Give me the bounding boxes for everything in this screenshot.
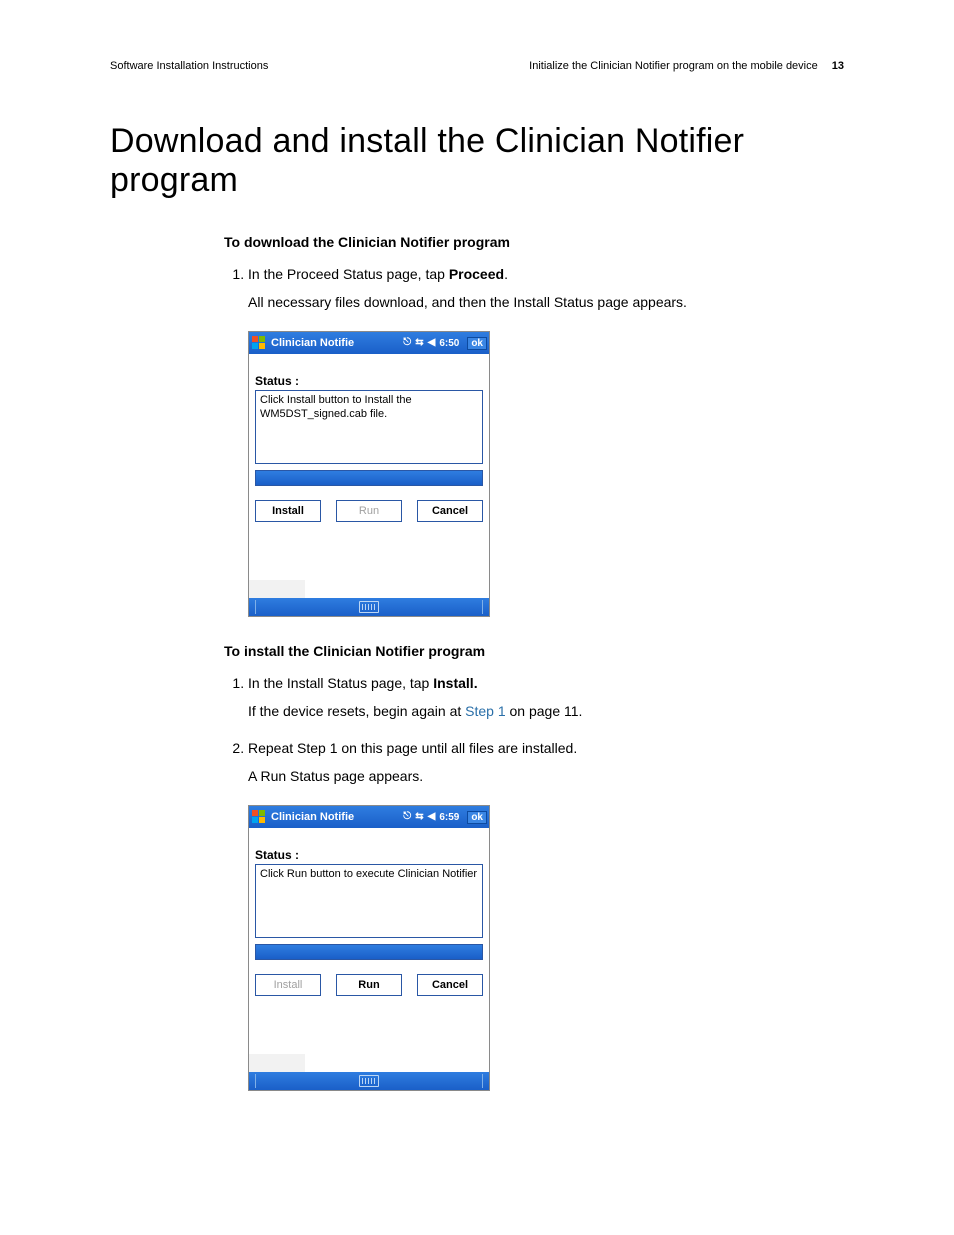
- section2-heading: To install the Clinician Notifier progra…: [224, 643, 844, 659]
- device1-softbar: [249, 598, 489, 616]
- section1-step1-body: All necessary files download, and then t…: [248, 292, 844, 313]
- device1-ok-button[interactable]: ok: [467, 337, 487, 350]
- keyboard-icon[interactable]: [359, 1075, 379, 1087]
- section1-step1: In the Proceed Status page, tap Proceed.…: [248, 266, 844, 313]
- device-screenshot-run: Clinician Notifie ⎋ ⇆ ◀ 6:59 ok Status :…: [248, 805, 490, 1091]
- signal-icon: ⎋: [403, 338, 411, 348]
- device2-stub: [249, 1054, 305, 1072]
- device1-install-button[interactable]: Install: [255, 500, 321, 522]
- device1-cancel-button[interactable]: Cancel: [417, 500, 483, 522]
- device2-status-text: Click Run button to execute Clinician No…: [255, 864, 483, 938]
- device2-title: Clinician Notifie: [271, 811, 354, 823]
- sync-icon: ⇆: [415, 812, 423, 822]
- device1-run-button: Run: [336, 500, 402, 522]
- device1-titlebar: Clinician Notifie ⎋ ⇆ ◀ 6:50 ok: [249, 332, 489, 354]
- header-left: Software Installation Instructions: [110, 60, 268, 72]
- device2-run-button[interactable]: Run: [336, 974, 402, 996]
- device1-stub: [249, 580, 305, 598]
- sync-icon: ⇆: [415, 338, 423, 348]
- device2-softbar: [249, 1072, 489, 1090]
- device1-progress-bar: [255, 470, 483, 486]
- step1-link[interactable]: Step 1: [465, 703, 505, 719]
- device2-ok-button[interactable]: ok: [467, 811, 487, 824]
- device2-install-button: Install: [255, 974, 321, 996]
- device2-time: 6:59: [439, 812, 459, 823]
- device2-progress-bar: [255, 944, 483, 960]
- page-title: Download and install the Clinician Notif…: [110, 122, 844, 200]
- header-right: Initialize the Clinician Notifier progra…: [529, 60, 818, 72]
- device1-status-text: Click Install button to Install the WM5D…: [255, 390, 483, 464]
- windows-start-icon[interactable]: [251, 809, 267, 825]
- section2-step1: In the Install Status page, tap Install.…: [248, 675, 844, 722]
- signal-icon: ⎋: [403, 812, 411, 822]
- keyboard-icon[interactable]: [359, 601, 379, 613]
- device2-titlebar: Clinician Notifie ⎋ ⇆ ◀ 6:59 ok: [249, 806, 489, 828]
- section2-step2: Repeat Step 1 on this page until all fil…: [248, 740, 844, 787]
- windows-start-icon[interactable]: [251, 335, 267, 351]
- section1-heading: To download the Clinician Notifier progr…: [224, 234, 844, 250]
- device1-title: Clinician Notifie: [271, 337, 354, 349]
- volume-icon: ◀: [428, 338, 436, 348]
- page-number: 13: [832, 60, 844, 72]
- device1-time: 6:50: [439, 338, 459, 349]
- device2-cancel-button[interactable]: Cancel: [417, 974, 483, 996]
- device2-status-label: Status :: [255, 848, 483, 862]
- page-header: Software Installation Instructions Initi…: [110, 60, 844, 72]
- device-screenshot-install: Clinician Notifie ⎋ ⇆ ◀ 6:50 ok Status :…: [248, 331, 490, 617]
- volume-icon: ◀: [428, 812, 436, 822]
- section2-step2-body: A Run Status page appears.: [248, 766, 844, 787]
- device1-status-label: Status :: [255, 374, 483, 388]
